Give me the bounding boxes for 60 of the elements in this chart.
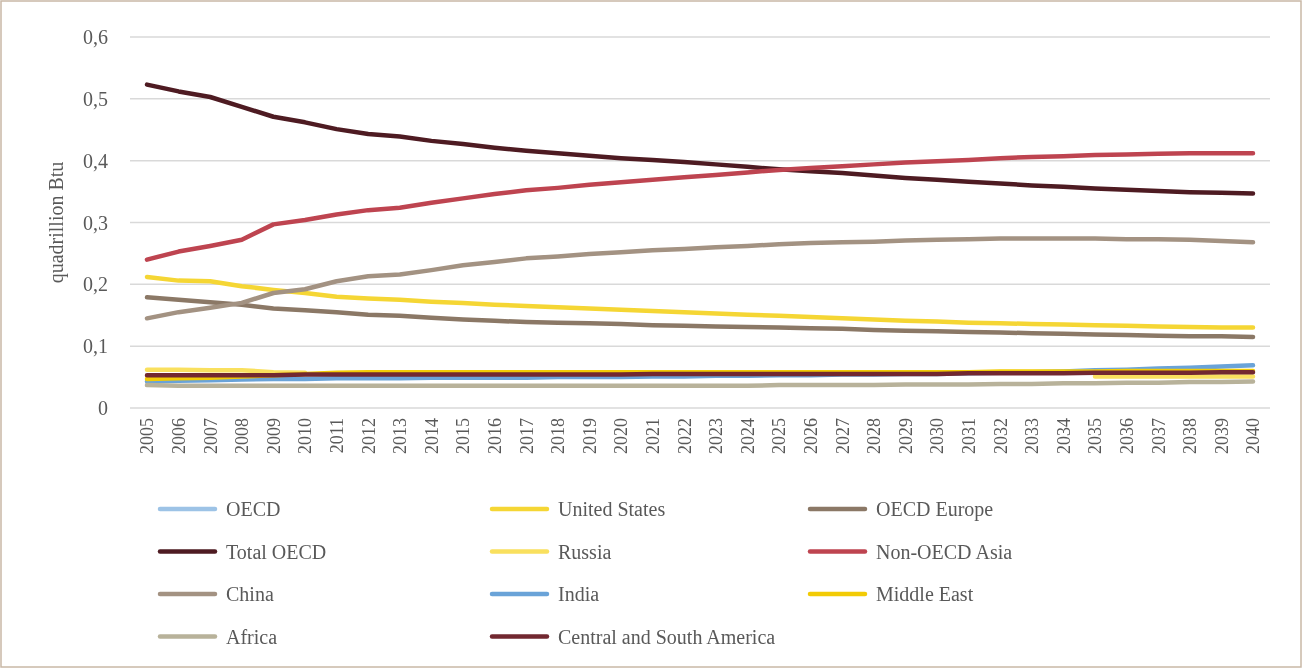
x-tick-label: 2031 (958, 418, 979, 454)
y-axis-title: quadrillion Btu (45, 161, 68, 284)
x-tick-label: 2032 (990, 418, 1011, 454)
x-tick-label: 2006 (168, 418, 189, 454)
x-tick-label: 2037 (1148, 418, 1169, 454)
x-tick-label: 2024 (737, 418, 758, 454)
x-tick-label: 2009 (263, 418, 284, 454)
x-tick-label: 2018 (548, 418, 569, 454)
legend-label: Central and South America (558, 625, 776, 648)
legend-label: Middle East (876, 583, 974, 605)
x-tick-label: 2026 (800, 418, 821, 454)
y-tick-label: 0,1 (83, 335, 108, 358)
y-tick-label: 0 (98, 397, 108, 419)
x-tick-label: 2040 (1243, 418, 1264, 454)
line-series (144, 295, 1256, 340)
legend-label: Non-OECD Asia (876, 540, 1013, 563)
x-tick-label: 2039 (1211, 418, 1232, 454)
x-tick-label: 2008 (232, 418, 253, 454)
legend-label: United States (558, 498, 666, 520)
legend-label: China (226, 583, 274, 605)
x-tick-label: 2022 (674, 418, 695, 454)
x-tick-label: 2029 (895, 418, 916, 454)
x-tick-label: 2019 (579, 418, 600, 454)
x-tick-label: 2033 (1022, 418, 1043, 454)
x-tick-label: 2014 (421, 418, 442, 454)
legend-label: OECD (226, 498, 281, 520)
x-tick-label: 2017 (516, 418, 537, 454)
x-tick-label: 2011 (326, 418, 347, 454)
x-tick-label: 2020 (611, 418, 632, 454)
y-tick-label: 0,3 (83, 211, 108, 234)
y-tick-label: 0,2 (83, 273, 108, 296)
x-tick-label: 2030 (927, 418, 948, 454)
x-tick-label: 2034 (1053, 418, 1074, 454)
y-tick-label: 0,5 (83, 87, 108, 110)
x-tick-label: 2013 (390, 418, 411, 454)
line-series (144, 236, 1256, 321)
legend-label: OECD Europe (876, 498, 994, 521)
x-tick-label: 2012 (358, 418, 379, 454)
legend-label: Africa (226, 625, 278, 648)
x-tick-label: 2028 (864, 418, 885, 454)
x-tick-label: 2016 (484, 418, 505, 454)
x-tick-label: 2035 (1085, 418, 1106, 454)
x-tick-label: 2015 (453, 418, 474, 454)
x-tick-label: 2021 (642, 418, 663, 454)
x-tick-label: 2007 (200, 418, 221, 454)
legend-label: Russia (558, 540, 612, 563)
x-tick-label: 2038 (1180, 418, 1201, 454)
x-tick-label: 2005 (137, 418, 158, 454)
legend-label: India (558, 583, 600, 605)
legend-label: Total OECD (226, 540, 327, 563)
y-tick-label: 0,4 (83, 149, 108, 172)
x-tick-label: 2025 (769, 418, 790, 454)
x-tick-label: 2010 (295, 418, 316, 454)
x-tick-label: 2023 (706, 418, 727, 454)
line-series (144, 151, 1256, 262)
y-tick-label: 0,6 (83, 26, 108, 48)
line-series (144, 274, 1256, 330)
x-tick-label: 2027 (832, 418, 853, 454)
line-series (144, 82, 1256, 196)
x-tick-label: 2036 (1116, 418, 1137, 454)
